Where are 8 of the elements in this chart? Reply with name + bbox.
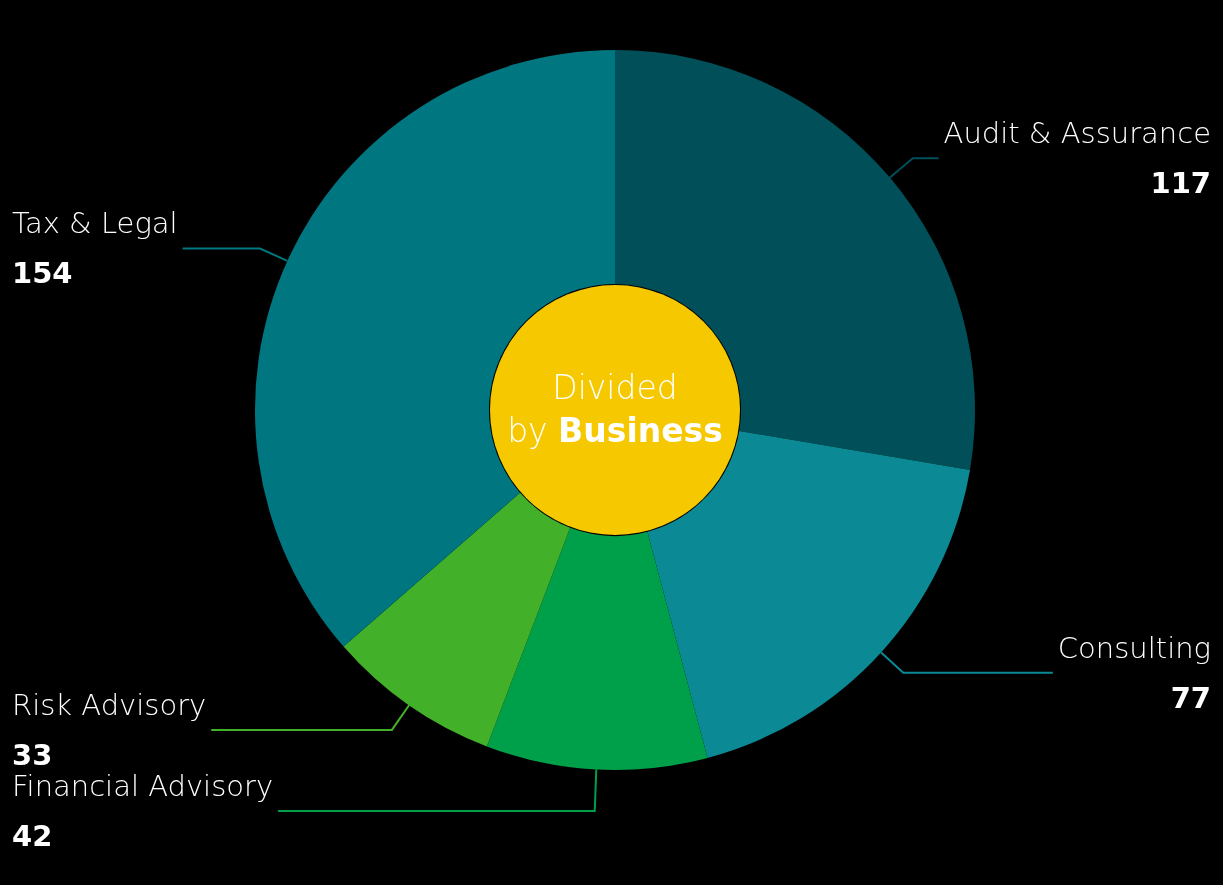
data-label: 117 <box>1150 166 1211 201</box>
slice-label: Audit & Assurance <box>943 116 1211 151</box>
data-label: 154 <box>12 256 73 291</box>
slice-label: Tax & Legal <box>12 206 178 241</box>
slice-label: Consulting <box>1057 630 1211 665</box>
data-label: 77 <box>1170 680 1211 715</box>
data-label: 42 <box>12 818 53 853</box>
slice-label: Risk Advisory <box>12 687 207 722</box>
